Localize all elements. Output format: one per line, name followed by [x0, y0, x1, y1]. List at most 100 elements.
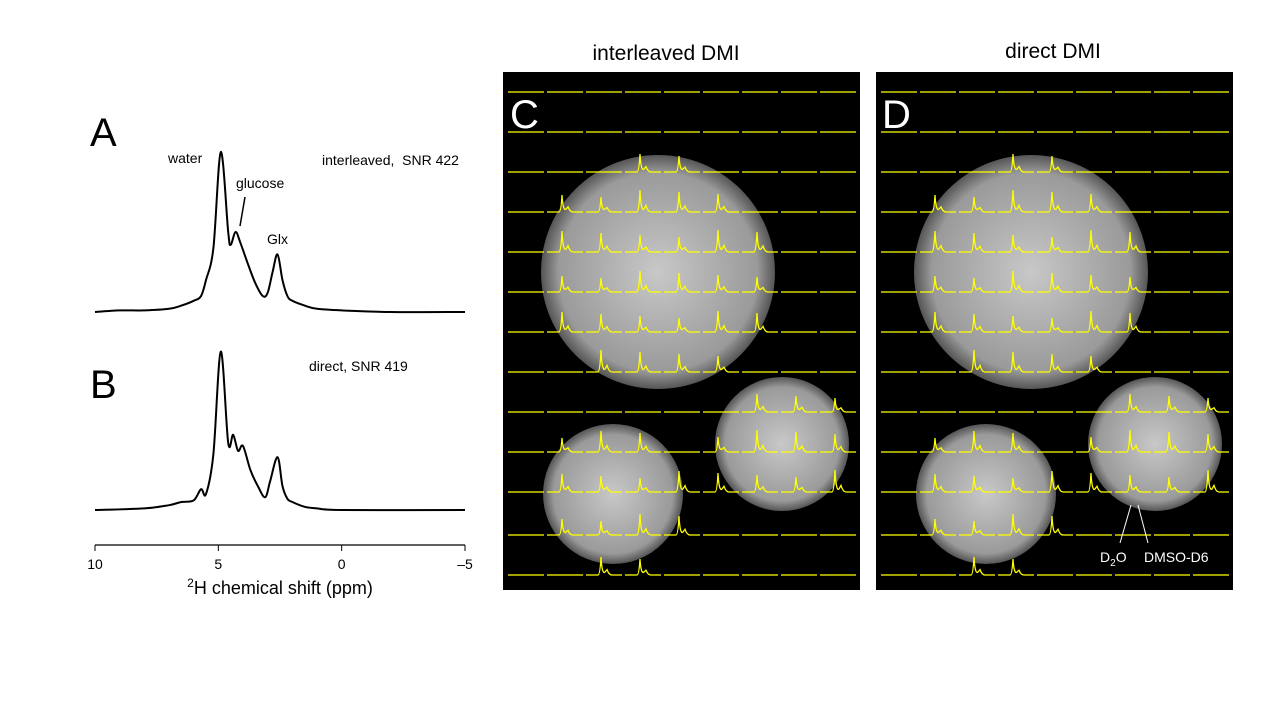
voxel-spectrum	[625, 351, 661, 373]
sup: 2	[187, 576, 194, 590]
voxel-spectrum	[586, 520, 622, 536]
pointer	[1137, 504, 1149, 544]
image-title: interleaved DMI	[592, 42, 739, 65]
voxel-spectrum	[703, 436, 739, 453]
voxel-spectrum	[742, 231, 778, 253]
voxel-spectrum	[820, 433, 856, 453]
voxel-spectrum	[703, 229, 739, 253]
voxel-spectrum	[742, 429, 778, 453]
voxel-spectrum	[959, 520, 995, 536]
voxel-spectrum	[998, 315, 1034, 333]
voxel-spectrum	[920, 437, 956, 453]
voxel-spectrum	[625, 315, 661, 333]
voxel-spectrum	[703, 472, 739, 493]
voxel-spectrum	[920, 518, 956, 536]
voxel-spectrum	[586, 313, 622, 333]
voxel-spectrum	[1037, 236, 1073, 253]
label: D2O	[1100, 549, 1127, 569]
voxel-spectrum	[920, 275, 956, 293]
voxel-spectrum	[959, 475, 995, 493]
x-tick-label: 0	[338, 556, 346, 572]
voxel-spectrum	[820, 397, 856, 413]
voxel-spectrum	[781, 476, 817, 493]
voxel-spectrum	[781, 431, 817, 453]
phantom	[914, 155, 1148, 389]
voxel-spectrum	[781, 395, 817, 413]
voxel-spectrum	[1076, 436, 1112, 453]
phantom	[1088, 377, 1222, 511]
voxel-spectrum	[1154, 476, 1190, 493]
voxel-spectrum	[1193, 397, 1229, 413]
phantom	[916, 424, 1056, 564]
voxel-spectrum	[1193, 433, 1229, 453]
voxel-spectrum	[998, 558, 1034, 576]
voxel-spectrum	[664, 317, 700, 333]
voxel-spectrum	[547, 194, 583, 213]
voxel-spectrum	[664, 272, 700, 293]
voxel-spectrum	[703, 310, 739, 333]
annotation: glucose	[236, 175, 284, 191]
panel-letter: A	[90, 111, 117, 155]
voxel-spectrum	[1076, 229, 1112, 253]
label: DMSO-D6	[1144, 549, 1209, 565]
voxel-spectrum	[959, 232, 995, 253]
voxel-spectrum	[586, 430, 622, 453]
voxel-spectrum	[547, 230, 583, 253]
voxel-spectrum	[959, 556, 995, 576]
voxel-spectrum	[920, 311, 956, 333]
voxel-spectrum	[625, 270, 661, 293]
voxel-spectrum	[547, 518, 583, 536]
voxel-spectrum	[1037, 155, 1073, 173]
voxel-spectrum	[959, 430, 995, 453]
phantom	[543, 424, 683, 564]
annotation: Glx	[267, 231, 288, 247]
spectrum-label: direct, SNR 419	[309, 358, 408, 374]
voxel-spectrum	[1076, 193, 1112, 213]
voxel-spectrum	[1115, 231, 1151, 253]
voxel-spectrum	[664, 353, 700, 373]
voxel-spectrum	[1115, 429, 1151, 453]
panel-letter: B	[90, 363, 117, 407]
voxel-spectrum	[625, 234, 661, 253]
annotation: water	[167, 150, 203, 166]
voxel-spectrum	[703, 355, 739, 373]
voxel-spectrum	[998, 513, 1034, 536]
voxel-spectrum	[586, 475, 622, 493]
voxel-spectrum	[547, 311, 583, 333]
pointer	[239, 196, 246, 227]
voxel-spectrum	[959, 349, 995, 373]
x-axis-label: 2H chemical shift (ppm)	[187, 576, 373, 598]
voxel-spectrum	[625, 477, 661, 493]
voxel-spectrum	[1115, 474, 1151, 493]
voxel-spectrum	[1037, 353, 1073, 373]
voxel-spectrum	[998, 234, 1034, 253]
x-tick-label: –5	[457, 556, 473, 572]
voxel-spectrum	[1037, 272, 1073, 293]
voxel-spectrum	[742, 276, 778, 293]
voxel-spectrum	[586, 277, 622, 293]
voxel-spectrum	[664, 515, 700, 536]
voxel-spectrum	[1076, 472, 1112, 493]
voxel-spectrum	[742, 393, 778, 413]
voxel-spectrum	[664, 236, 700, 253]
x-tick-label: 10	[87, 556, 103, 572]
voxel-spectrum	[998, 432, 1034, 453]
voxel-spectrum	[625, 513, 661, 536]
voxel-spectrum	[586, 196, 622, 213]
voxel-spectrum	[586, 232, 622, 253]
voxel-spectrum	[920, 230, 956, 253]
voxel-spectrum	[1115, 276, 1151, 293]
voxel-spectrum	[586, 556, 622, 576]
spectrum	[94, 350, 466, 512]
voxel-spectrum	[1154, 395, 1190, 413]
voxel-spectrum	[547, 437, 583, 453]
voxel-spectrum	[586, 349, 622, 373]
pointer	[1119, 504, 1132, 544]
x-tick-label: 5	[214, 556, 222, 572]
voxel-spectrum	[1037, 191, 1073, 213]
voxel-spectrum	[820, 469, 856, 493]
panel-letter: C	[510, 93, 539, 137]
voxel-spectrum	[664, 470, 700, 493]
image-title: direct DMI	[1005, 40, 1101, 63]
